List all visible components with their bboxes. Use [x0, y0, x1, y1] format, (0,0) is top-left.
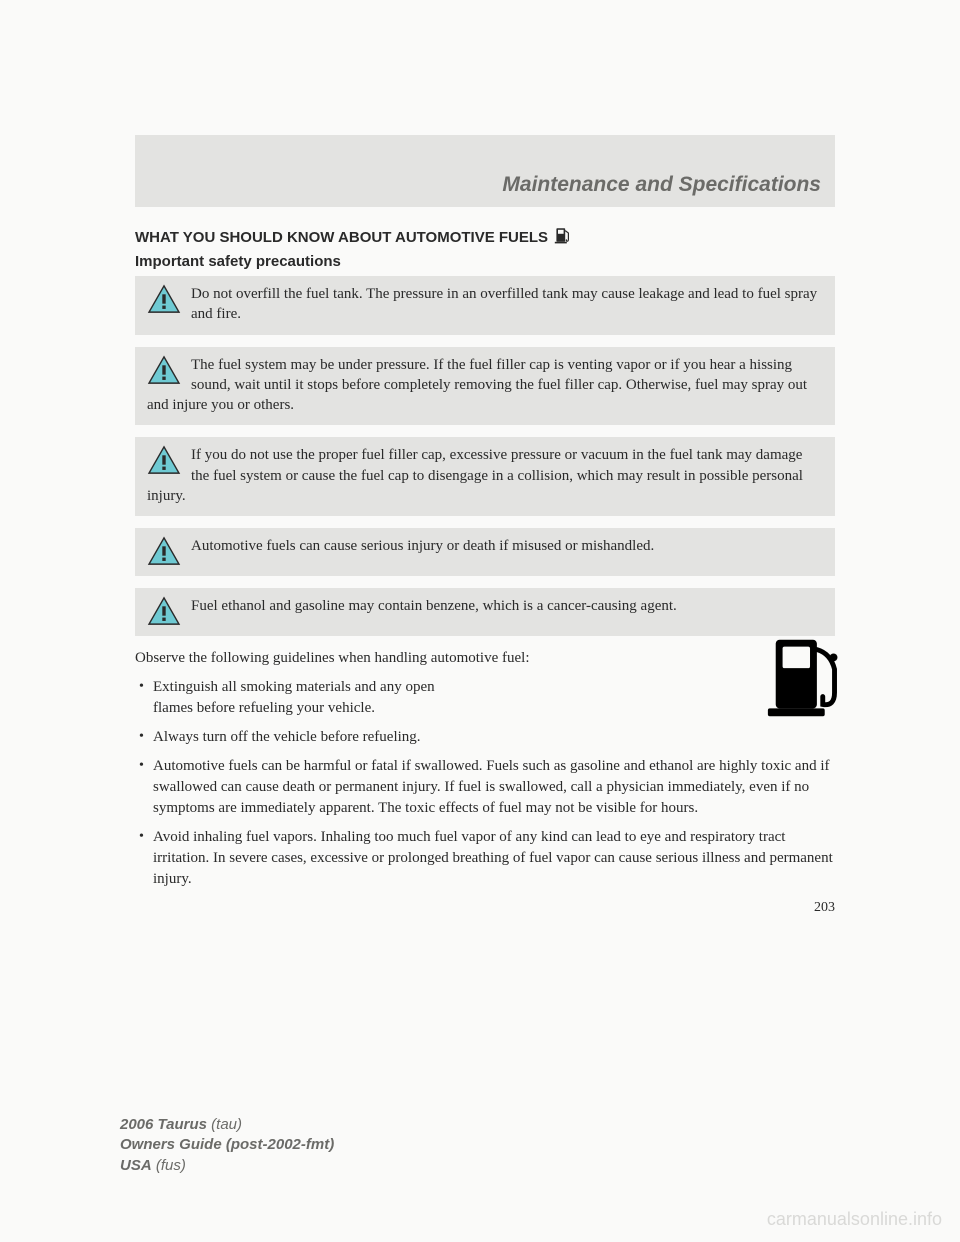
- warning-triangle-icon: [147, 536, 181, 566]
- warning-text: Fuel ethanol and gasoline may contain be…: [191, 598, 677, 614]
- warning-text: The fuel system may be under pressure. I…: [147, 357, 807, 414]
- page-content: Maintenance and Specifications WHAT YOU …: [135, 135, 835, 916]
- guideline-bullets: Extinguish all smoking materials and any…: [135, 677, 835, 890]
- header-title: Maintenance and Specifications: [502, 173, 821, 197]
- list-item: Always turn off the vehicle before refue…: [135, 727, 475, 748]
- warning-triangle-icon: [147, 596, 181, 626]
- warning-box-2: The fuel system may be under pressure. I…: [135, 347, 835, 426]
- page-number: 203: [135, 900, 835, 916]
- warning-text: Do not overfill the fuel tank. The press…: [191, 286, 817, 322]
- warning-text: Automotive fuels can cause serious injur…: [191, 538, 654, 554]
- section-title-text: WHAT YOU SHOULD KNOW ABOUT AUTOMOTIVE FU…: [135, 229, 548, 246]
- fuel-pump-illustration: [762, 628, 860, 726]
- warning-triangle-icon: [147, 284, 181, 314]
- warning-box-3: If you do not use the proper fuel filler…: [135, 437, 835, 516]
- warning-box-4: Automotive fuels can cause serious injur…: [135, 528, 835, 576]
- warning-box-5: Fuel ethanol and gasoline may contain be…: [135, 588, 835, 636]
- footer-region-code: (fus): [152, 1157, 186, 1174]
- warning-triangle-icon: [147, 355, 181, 385]
- list-item: Avoid inhaling fuel vapors. Inhaling too…: [135, 827, 835, 890]
- footer: 2006 Taurus (tau) Owners Guide (post-200…: [120, 1115, 334, 1176]
- footer-model: 2006 Taurus: [120, 1116, 207, 1133]
- header-bar: Maintenance and Specifications: [135, 135, 835, 207]
- warning-box-1: Do not overfill the fuel tank. The press…: [135, 276, 835, 335]
- list-item: Extinguish all smoking materials and any…: [135, 677, 475, 719]
- footer-region: USA: [120, 1157, 152, 1174]
- section-title: WHAT YOU SHOULD KNOW ABOUT AUTOMOTIVE FU…: [135, 225, 835, 249]
- warning-text: If you do not use the proper fuel filler…: [147, 447, 803, 504]
- list-item: Automotive fuels can be harmful or fatal…: [135, 756, 835, 819]
- footer-code: (tau): [207, 1116, 242, 1133]
- footer-line-1: 2006 Taurus (tau): [120, 1115, 334, 1135]
- subsection-title: Important safety precautions: [135, 253, 835, 270]
- footer-line-2: Owners Guide (post-2002-fmt): [120, 1135, 334, 1155]
- fuel-pump-icon: [554, 225, 574, 249]
- watermark: carmanualsonline.info: [767, 1209, 942, 1230]
- warning-triangle-icon: [147, 445, 181, 475]
- guideline-intro: Observe the following guidelines when ha…: [135, 648, 835, 669]
- footer-line-3: USA (fus): [120, 1156, 334, 1176]
